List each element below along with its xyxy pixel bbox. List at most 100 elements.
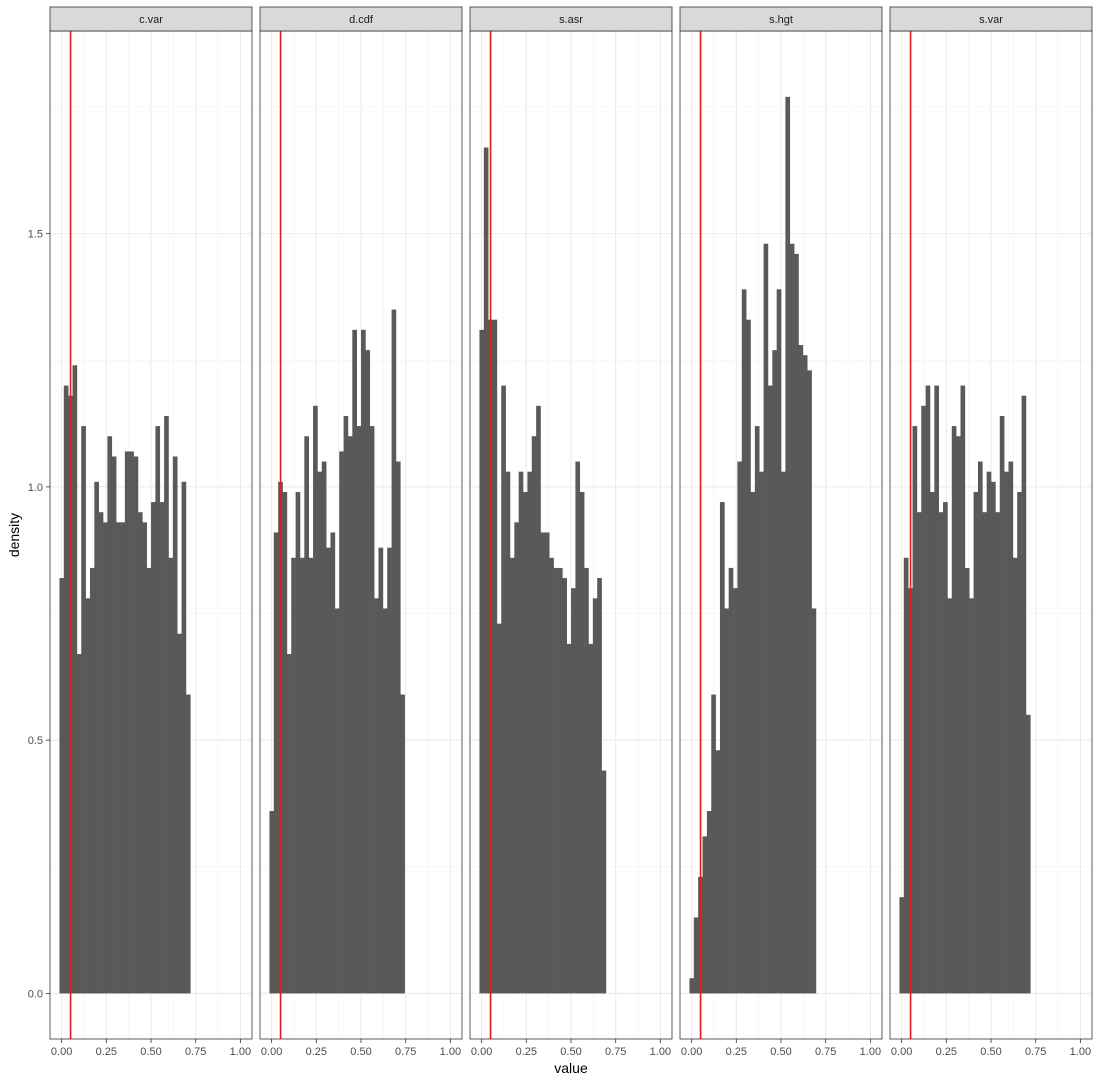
histogram-bar (514, 522, 519, 994)
facet-strip (679, 6, 883, 32)
histogram-bar (313, 405, 318, 994)
facet-label: c.var (139, 14, 163, 26)
histogram-bar (137, 512, 143, 994)
histogram-bar (85, 598, 91, 994)
histogram-bar (733, 588, 738, 994)
histogram-bar (527, 471, 533, 994)
histogram-bar (81, 426, 86, 994)
histogram-bar (347, 436, 353, 994)
histogram-bar (929, 491, 935, 994)
histogram-bar (181, 481, 187, 994)
histogram-bar (557, 567, 563, 994)
histogram-bar (746, 319, 751, 994)
histogram-bar (387, 547, 392, 994)
histogram-bar (960, 385, 966, 994)
histogram-bar (111, 456, 117, 994)
histogram-bar (991, 481, 996, 994)
histogram-bar (523, 491, 528, 994)
histogram-bar (304, 436, 309, 994)
histogram-bar (938, 512, 944, 994)
histogram-bar (579, 491, 585, 994)
x-tick-label: 0.25 (306, 1046, 327, 1058)
histogram-bar (794, 253, 799, 994)
histogram-bar (706, 811, 712, 994)
x-tick-label: 1.00 (860, 1046, 881, 1058)
x-tick-label: 0.50 (350, 1046, 371, 1058)
histogram-bar (282, 491, 288, 994)
panel-s-var: s.var 0.00 0.25 0.50 0.75 1.00 (889, 6, 1093, 1058)
histogram-bar (146, 567, 152, 994)
x-tick-label: 1.00 (440, 1046, 461, 1058)
histogram-bar (536, 405, 541, 994)
histogram-bar (1017, 491, 1022, 994)
histogram-bar (956, 436, 961, 994)
histogram-bar (168, 557, 174, 994)
histogram-bar (964, 567, 970, 994)
histogram-bar (719, 502, 725, 994)
histogram-bar (1004, 471, 1009, 994)
x-tick-label: 0.50 (980, 1046, 1001, 1058)
histogram-bar (916, 512, 922, 994)
histogram-bar (343, 415, 349, 994)
histogram-bar (802, 355, 808, 994)
histogram-bar (400, 694, 405, 994)
histogram-bar (492, 319, 498, 994)
histogram-bar (575, 461, 581, 994)
x-tick-label: 0.50 (140, 1046, 161, 1058)
histogram-bar (715, 750, 721, 994)
histogram-bar (737, 461, 743, 994)
histogram-bar (321, 461, 327, 994)
facet-strip (49, 6, 253, 32)
histogram-bar (164, 415, 169, 994)
histogram-bar (934, 385, 939, 994)
histogram-bar (785, 96, 791, 994)
histogram-bar (295, 491, 301, 994)
histogram-bar (120, 522, 126, 994)
histogram-bar (986, 471, 992, 994)
histogram-bar (317, 471, 323, 994)
x-tick-label: 0.25 (516, 1046, 537, 1058)
histogram-bar (724, 608, 729, 994)
histogram-bar (352, 329, 357, 994)
histogram-bar (947, 598, 953, 994)
histogram-bar (159, 502, 165, 994)
histogram-bar (973, 491, 979, 994)
facet-strip (259, 6, 463, 32)
histogram-bar (374, 598, 379, 994)
histogram-bar (693, 917, 699, 994)
y-tick-label: 0.0 (28, 988, 43, 1000)
y-axis-title: density (6, 513, 22, 557)
histogram-bar (273, 532, 279, 994)
histogram-bar (943, 502, 948, 994)
x-tick-label: 0.00 (471, 1046, 492, 1058)
histogram-bar (776, 289, 782, 994)
x-tick-label: 0.00 (681, 1046, 702, 1058)
histogram-bar (549, 557, 554, 994)
histogram-bar (94, 481, 99, 994)
histogram-bar (391, 309, 397, 994)
histogram-bar (601, 770, 607, 994)
histogram-bar (1012, 557, 1018, 994)
histogram-bar (921, 405, 926, 994)
histogram-bar (912, 426, 918, 994)
histogram-bar (807, 370, 812, 994)
histogram-bar (553, 567, 559, 994)
histogram-bar (299, 557, 305, 994)
histogram-bar (772, 350, 777, 994)
histogram-bar (728, 567, 734, 994)
histogram-bar (798, 345, 804, 994)
histogram-bar (509, 557, 515, 994)
histogram-bar (382, 608, 388, 994)
histogram-bar (995, 512, 1001, 994)
histogram-bar (501, 385, 506, 994)
histogram-bar (903, 557, 909, 994)
axes-layer: 0.0 0.5 1.0 1.5 (28, 229, 50, 1000)
histogram-bar (177, 633, 182, 994)
histogram-bar (750, 491, 756, 994)
histogram-bar (291, 557, 296, 994)
x-tick-label: 0.00 (51, 1046, 72, 1058)
histogram-bar (339, 451, 344, 994)
histogram-bar (378, 547, 384, 994)
panel-d-cdf: d.cdf 0.00 0.25 0.50 0.75 1.00 (259, 6, 463, 1058)
